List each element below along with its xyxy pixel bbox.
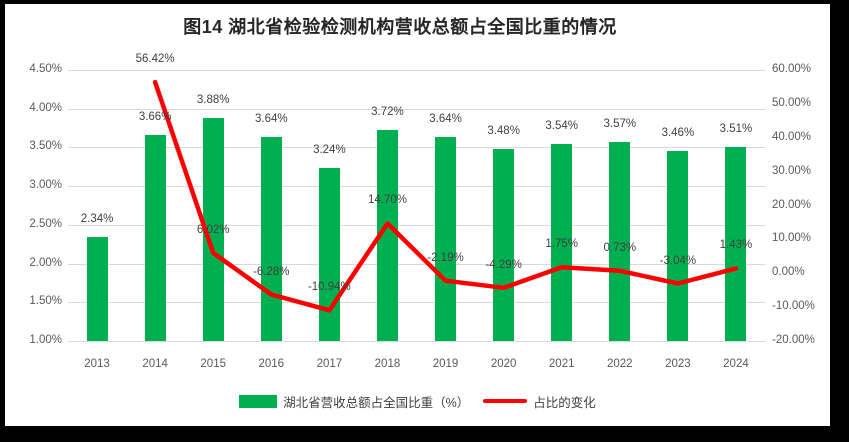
right-axis-tick-label: 20.00%: [772, 198, 812, 211]
x-axis-tick-label: 2013: [84, 358, 110, 370]
bar-data-label: 3.66%: [138, 111, 172, 124]
x-axis-tick-label: 2022: [606, 358, 633, 370]
x-axis-tick-label: 2016: [258, 358, 285, 370]
line-data-label: 56.42%: [135, 53, 175, 66]
line-series-swatch-icon: [483, 399, 528, 403]
bar: [493, 148, 515, 341]
line-data-label: 6.02%: [196, 223, 230, 236]
line-data-label: 1.43%: [719, 239, 753, 252]
legend-item-bar-series: 湖北省营收总额占全国比重（%）: [239, 392, 469, 411]
line-data-label: -6.28%: [253, 265, 290, 278]
bar-data-label: 3.46%: [661, 126, 695, 139]
right-axis-tick-label: 10.00%: [772, 232, 812, 245]
gridline: [68, 263, 765, 265]
line-data-label: -2.19%: [427, 251, 464, 264]
line-data-label: 14.70%: [367, 194, 407, 207]
line-data-label: -4.29%: [485, 258, 522, 271]
bar: [551, 144, 573, 341]
left-axis-tick-label: 4.00%: [29, 101, 62, 114]
right-axis-tick-label: 40.00%: [772, 130, 812, 143]
bar-data-label: 3.88%: [196, 94, 230, 106]
bar: [144, 135, 166, 341]
x-axis-tick-label: 2015: [200, 358, 226, 370]
legend-label-line-series: 占比的变化: [533, 395, 596, 410]
bar-data-label: 3.57%: [603, 118, 637, 130]
bar: [667, 150, 689, 341]
chart-title: 图14 湖北省检验检测机构营收总额占全国比重的情况: [183, 17, 617, 37]
right-axis-tick-label: 30.00%: [772, 164, 812, 177]
right-axis-tick-label: 50.00%: [772, 96, 812, 109]
gridline: [68, 341, 765, 342]
x-axis-tick-label: 2021: [548, 358, 575, 370]
gridline: [68, 302, 765, 304]
x-axis-tick-label: 2020: [490, 358, 517, 370]
bar-series-swatch-icon: [239, 394, 278, 408]
bar: [725, 146, 747, 341]
left-axis-tick-label: 3.50%: [29, 140, 62, 153]
bar-data-label: 3.72%: [371, 106, 404, 119]
line-data-label: 1.75%: [545, 238, 579, 251]
line-data-label: 0.73%: [603, 241, 637, 254]
legend-item-line-series: 占比的变化: [469, 392, 596, 411]
bar: [318, 167, 340, 341]
left-axis-tick-label: 1.50%: [29, 295, 62, 308]
chart-legend: 湖北省营收总额占全国比重（%） 占比的变化: [5, 390, 830, 412]
bar: [86, 237, 108, 341]
gridline: [68, 147, 765, 149]
bar-data-label: 3.64%: [254, 112, 288, 125]
left-axis-tick-label: 1.00%: [29, 334, 62, 346]
left-axis-tick-label: 2.00%: [29, 256, 62, 269]
line-series-layer: [152, 79, 739, 313]
left-axis-tick-label: 4.50%: [29, 63, 62, 75]
bar-data-label: 2.34%: [80, 213, 114, 226]
gridline: [68, 70, 765, 71]
legend-label-bar-series: 湖北省营收总额占全国比重（%）: [283, 395, 470, 410]
bar-data-label: 3.64%: [429, 112, 462, 125]
left-axis-tick-label: 2.50%: [29, 217, 62, 230]
bar: [435, 136, 457, 341]
gridline: [68, 186, 765, 188]
line-data-label: -10.94%: [307, 281, 351, 294]
bar-data-label: 3.51%: [719, 122, 753, 135]
line-data-label: -3.04%: [659, 254, 697, 267]
x-axis-tick-label: 2024: [723, 358, 749, 370]
bar: [202, 118, 224, 341]
bar: [609, 142, 631, 341]
right-axis-tick-label: 0.00%: [772, 266, 805, 279]
gridline: [68, 108, 765, 110]
bar: [376, 130, 398, 341]
right-axis-tick-label: -10.00%: [772, 300, 815, 313]
x-axis-tick-label: 2018: [374, 358, 401, 370]
right-axis-tick-label: -20.00%: [772, 334, 815, 346]
x-axis-tick-label: 2023: [665, 358, 691, 370]
x-axis-tick-label: 2014: [142, 358, 168, 370]
left-axis-tick-label: 3.00%: [29, 179, 62, 192]
bar-data-label: 3.24%: [313, 143, 346, 156]
chart-canvas: 图14 湖北省检验检测机构营收总额占全国比重的情况 4.50% 4.00% 3.50…: [5, 4, 830, 426]
x-axis-tick-label: 2019: [432, 358, 459, 370]
line-series-path: [152, 79, 739, 313]
gridline: [68, 224, 765, 226]
bar-data-label: 3.48%: [487, 124, 520, 137]
bar-data-label: 3.54%: [545, 120, 579, 133]
right-axis-tick-label: 60.00%: [772, 63, 812, 75]
x-axis-tick-label: 2017: [316, 358, 343, 370]
